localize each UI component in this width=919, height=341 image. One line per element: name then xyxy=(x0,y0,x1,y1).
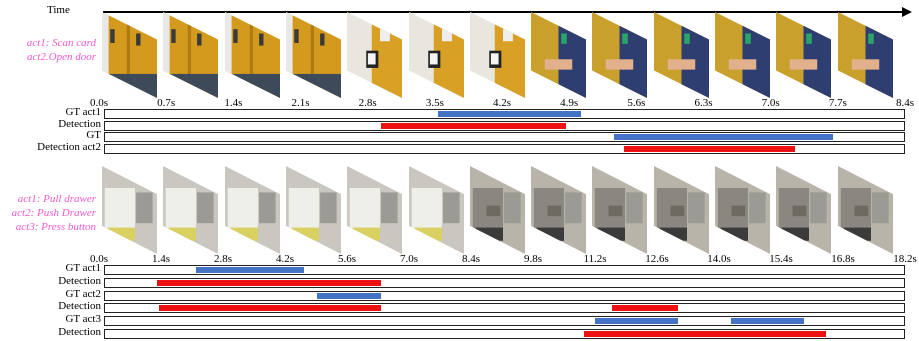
detection-segment xyxy=(583,331,826,337)
row-label: GT xyxy=(86,129,101,142)
detection-track xyxy=(104,277,905,288)
row-label: Detection xyxy=(58,300,101,313)
video-frame xyxy=(531,12,587,98)
row-label: Detection xyxy=(58,326,101,338)
detection-track xyxy=(104,303,905,314)
video-frame xyxy=(592,166,648,254)
activity-label: act3: Press button xyxy=(15,221,96,233)
time-tick-label: 5.6s xyxy=(627,97,646,109)
time-tick-label: 2.8s xyxy=(213,253,233,265)
time-tick-label: 8.4s xyxy=(461,253,481,265)
video-frame xyxy=(653,12,709,98)
time-tick-label: 4.2s xyxy=(275,253,295,265)
video-frame xyxy=(408,166,464,254)
video-frame xyxy=(163,12,219,98)
row-label: GT act3 xyxy=(65,313,101,326)
time-tick-label: 0.7s xyxy=(157,97,176,109)
activity-label: act2: Push Drawer xyxy=(11,207,96,219)
time-tick-label: 18.2s xyxy=(893,253,917,265)
video-frame xyxy=(531,166,587,254)
video-frame xyxy=(469,166,525,254)
row-label: Detection xyxy=(58,274,101,287)
time-tick-label: 7.0s xyxy=(761,97,780,109)
activity-label: act2.Open door xyxy=(26,51,96,63)
video-frame xyxy=(469,12,525,98)
row-label: GT act1 xyxy=(65,262,101,274)
video-frame xyxy=(224,12,280,98)
time-tick-label: 3.5s xyxy=(425,97,444,109)
video-frame xyxy=(285,12,341,98)
time-tick-label: 4.9s xyxy=(560,97,579,109)
time-arrow xyxy=(103,7,912,17)
time-tick-label: 4.2s xyxy=(492,97,512,109)
time-tick-label: 0.0s xyxy=(89,253,109,265)
gt-track xyxy=(104,265,905,275)
detection-segment xyxy=(380,122,567,129)
detection-segment xyxy=(612,305,679,312)
gt-track xyxy=(104,132,905,143)
video-frame xyxy=(837,12,893,98)
activity-label: act1: Pull drawer xyxy=(17,193,96,205)
video-frame xyxy=(285,166,341,254)
detection-track xyxy=(104,144,905,155)
video-frame xyxy=(102,166,157,254)
detection-segment xyxy=(156,279,382,286)
time-tick-label: 5.6s xyxy=(337,253,357,265)
gt-segment xyxy=(317,292,382,299)
detection-segment xyxy=(623,146,796,153)
time-tick-label: 7.7s xyxy=(828,97,847,109)
video-frame xyxy=(102,12,157,98)
gt-segment xyxy=(731,318,804,325)
gt-track xyxy=(104,316,905,327)
gt-segment xyxy=(196,267,305,273)
time-tick-label: 6.3s xyxy=(694,97,713,109)
video-frame xyxy=(592,12,648,98)
video-frame xyxy=(224,166,280,254)
time-tick-label: 2.8s xyxy=(358,97,377,109)
video-frame xyxy=(653,166,709,254)
activity-label: act1: Scan card xyxy=(26,37,96,49)
video-frame xyxy=(408,12,464,98)
time-tick-label: 7.0s xyxy=(399,253,419,265)
time-tick-label: 9.8s xyxy=(523,253,543,265)
time-label: Time xyxy=(47,4,70,16)
time-tick-label: 15.4s xyxy=(769,253,793,265)
detection-segment xyxy=(159,305,382,312)
time-tick-label: 1.4s xyxy=(224,97,243,109)
row-label: Detection xyxy=(58,117,101,130)
video-frame xyxy=(347,12,403,98)
time-tick-label: 8.4s xyxy=(895,97,915,109)
gt-track xyxy=(104,109,905,119)
time-tick-label: 16.8s xyxy=(831,253,855,265)
detection-track xyxy=(104,120,905,131)
video-frame xyxy=(837,166,893,254)
row-label: GT act2 xyxy=(65,287,101,300)
time-tick-label: 0.0s xyxy=(89,97,109,109)
time-tick-label: 1.4s xyxy=(151,253,171,265)
gt-track xyxy=(104,290,905,301)
detection-track xyxy=(104,329,905,339)
video-frame xyxy=(776,166,832,254)
video-frame xyxy=(347,166,403,254)
time-tick-label: 14.0s xyxy=(707,253,731,265)
time-tick-label: 2.1s xyxy=(291,97,310,109)
gt-segment xyxy=(437,111,581,117)
video-frame xyxy=(776,12,832,98)
gt-segment xyxy=(594,318,679,325)
row-label: Detection act2 xyxy=(37,141,101,154)
time-tick-label: 12.6s xyxy=(645,253,669,265)
video-frame xyxy=(163,166,219,254)
gt-segment xyxy=(614,134,834,141)
video-frame xyxy=(715,166,770,254)
time-tick-label: 11.2s xyxy=(583,253,607,265)
video-frame xyxy=(715,12,770,98)
row-label: GT act1 xyxy=(65,106,101,118)
